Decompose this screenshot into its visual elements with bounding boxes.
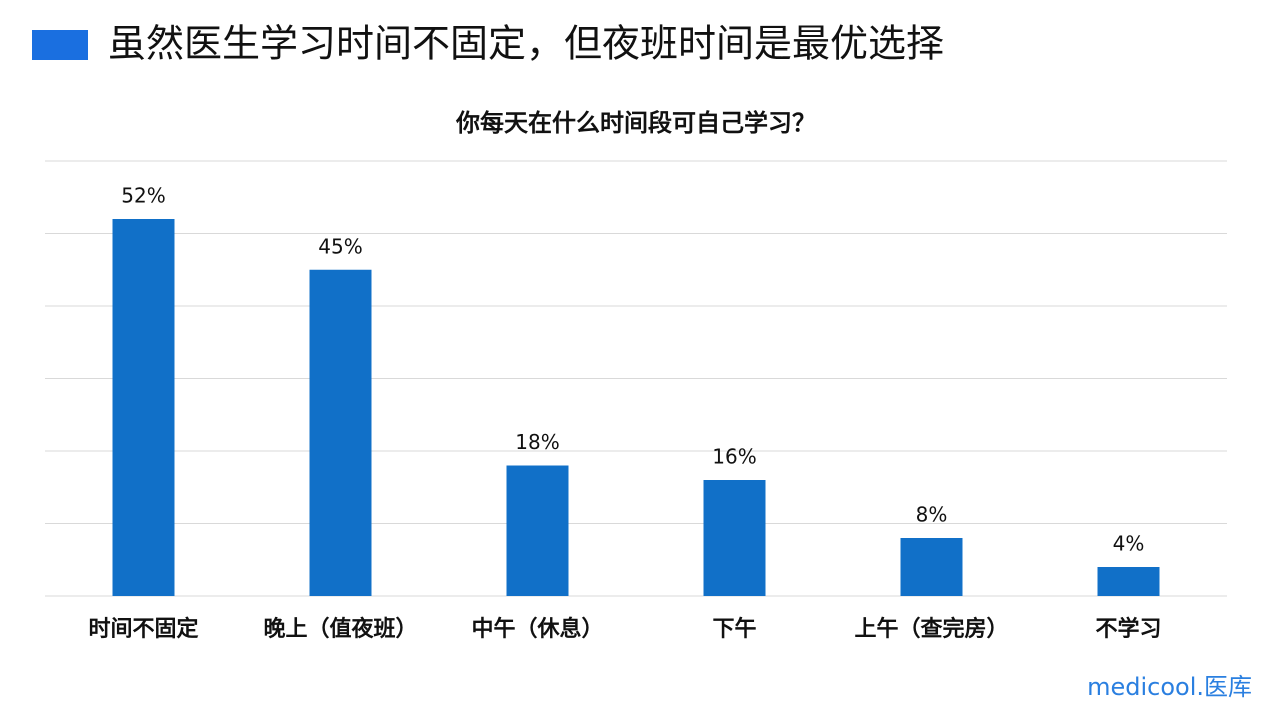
x-tick-label: 晚上（值夜班） (263, 616, 417, 642)
slide-title: 虽然医生学习时间不固定，但夜班时间是最优选择 (108, 22, 944, 66)
bar (506, 465, 569, 596)
value-label: 45% (318, 234, 362, 258)
value-label: 18% (515, 430, 559, 454)
x-tick-label: 上午（查完房） (854, 616, 1008, 642)
bar (112, 219, 175, 596)
x-tick-label: 下午 (712, 616, 756, 642)
x-tick-label: 时间不固定 (88, 616, 198, 642)
x-tick-label: 不学习 (1095, 616, 1161, 642)
chart-title: 你每天在什么时间段可自己学习？ (455, 109, 816, 137)
value-label: 8% (916, 503, 948, 527)
value-label: 52% (121, 184, 165, 208)
x-tick-label: 中午（休息） (471, 616, 603, 642)
value-label: 4% (1113, 532, 1145, 556)
bar (1097, 567, 1160, 596)
bar (900, 538, 963, 596)
bar (703, 480, 766, 596)
bar (309, 269, 372, 596)
value-label: 16% (712, 445, 756, 469)
logo: medicool.医库 (1087, 673, 1252, 701)
title-marker (32, 30, 88, 60)
